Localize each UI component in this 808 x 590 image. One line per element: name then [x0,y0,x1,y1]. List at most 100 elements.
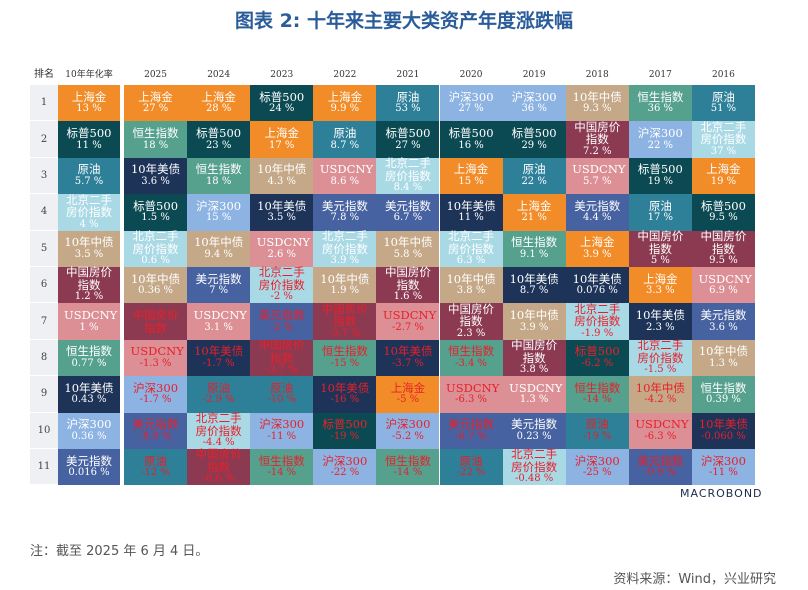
return-value: 51 % [710,103,737,115]
asset-name: 中国房价指数 [321,301,368,329]
return-value: -6.2 % [581,357,614,369]
table-cell: 原油 51 % [691,85,755,122]
return-value: 22 % [647,139,674,151]
rank-label: 9 [30,376,58,413]
table-cell: 上海金 3.9 % [565,230,629,267]
table-cell: 沪深300 -25 % [565,449,629,486]
table-cell: 标普500 19 % [628,157,692,195]
asset-name: 10年美债 [130,162,181,177]
table-cell: 原油 -19 % [565,412,629,449]
rank-label: 10 [30,412,58,449]
asset-name: 沪深300 [385,417,431,432]
return-value: -5 % [396,394,420,406]
table-cell: 上海金 27 % [124,85,188,122]
return-value: -3.4 % [455,357,488,369]
table-cell: 10年美债 0.076 % [565,267,629,304]
asset-name: 标普500 [196,126,242,141]
return-value: 1.3 % [709,357,738,369]
table-cell: 标普500 -19 % [313,412,377,449]
asset-name: 沪深300 [133,380,179,395]
return-value: 7.8 % [330,212,360,224]
return-value: -16 % [330,394,360,406]
column-header: 2021 [396,70,420,80]
table-cell: 美元指数 7.8 % [313,194,377,231]
return-value: 8.6 % [330,175,360,187]
table-cell: 美元指数 -6.7 % [439,412,503,449]
return-value: 5.7 % [582,175,612,187]
rank-label: 2 [30,121,58,158]
return-value: 3.3 % [646,285,675,297]
asset-name: 北京二手房价指数 [511,447,558,474]
table-cell: 恒生指数 18 % [124,121,188,158]
return-value: 0.77 % [71,357,107,369]
return-value: 1.6 % [393,291,423,303]
table-cell: 原油 5.7 % [58,157,120,195]
table-cell: 10年中债 0.36 % [124,267,188,304]
return-value: -12 % [141,467,170,479]
table-cell: 中国房价指数 -3.7 % [250,339,314,377]
return-value: 19 % [647,175,674,187]
asset-name: 原油 [207,380,231,395]
table-cell: 北京二手房价指数 -4.4 % [187,412,251,449]
asset-name: 10年美债 [320,380,370,395]
table-cell: 10年美债 -0.060 % [691,412,755,449]
return-value: 36 % [521,103,547,115]
table-cell: 标普500 27 % [376,121,440,158]
return-value: 1.5 % [141,212,170,224]
return-value: 3.6 % [709,321,738,333]
return-value: -6.3 % [644,430,677,442]
table-cell: 恒生指数 -14 % [250,449,314,486]
return-value: 16 % [458,139,484,151]
table-cell: 美元指数 6.7 % [376,194,440,231]
table-cell: 北京二手房价指数 -1.9 % [565,301,629,340]
return-value: -8.9 % [139,430,172,442]
table-cell: 原油 22 % [502,157,566,195]
return-value: -3.7 % [328,327,361,339]
asset-name: 上海金 [706,162,741,177]
table-cell: 恒生指数 9.1 % [502,230,566,267]
return-value: -2 % [270,291,293,303]
table-cell: 美元指数 7 % [187,267,251,304]
asset-name: 北京二手房价指数 [574,301,621,329]
return-value: -19 % [330,430,360,442]
asset-name: 美元指数 [511,417,558,432]
rank-label: 7 [30,303,58,340]
table-cell: 上海金 21 % [502,194,566,231]
asset-name: USDCNY [572,162,626,177]
return-value: -1.7 % [139,394,172,406]
table-cell: 标普500 -6.2 % [565,339,629,377]
table-cell: 美元指数 0.23 % [502,412,566,449]
table-cell: 上海金 15 % [439,157,503,195]
column-header: 2017 [648,70,672,80]
asset-name: 美元指数 [66,453,112,468]
table-cell: 10年美债 8.7 % [502,267,566,304]
asset-name: 10年美债 [194,344,244,359]
return-value: 28 % [205,103,232,115]
asset-name: 上海金 [138,89,173,104]
return-value: 6.9 % [709,285,738,297]
asset-name: 沪深300 [574,453,620,468]
return-value: 0.076 % [576,285,618,297]
return-value: 6.3 % [456,255,486,267]
asset-name: 北京二手房价指数 [66,192,112,220]
asset-name: 沪深300 [259,417,305,432]
asset-name: 沪深300 [322,453,368,468]
return-value: -22 % [330,467,360,479]
return-value: 3.9 % [582,248,612,260]
return-value: -1.9 % [581,327,614,339]
asset-name: 标普500 [574,344,620,359]
asset-name: 恒生指数 [132,126,179,141]
asset-name: 上海金 [390,380,426,395]
table-cell: 10年中债 3.8 % [439,267,503,304]
return-value: -8.6 % [202,473,235,485]
rank-label: 11 [30,449,58,486]
asset-name: 沪深300 [448,89,494,104]
table-cell: USDCNY 1.3 % [502,376,566,413]
asset-name: 原油 [648,198,672,213]
return-value: 3.9 % [519,321,549,333]
asset-name: 美元指数 [448,417,495,432]
asset-name: 原油 [144,453,168,468]
return-value: 8.4 % [393,182,423,194]
asset-name: 标普500 [511,126,557,141]
return-value: 3.1 % [204,321,233,333]
